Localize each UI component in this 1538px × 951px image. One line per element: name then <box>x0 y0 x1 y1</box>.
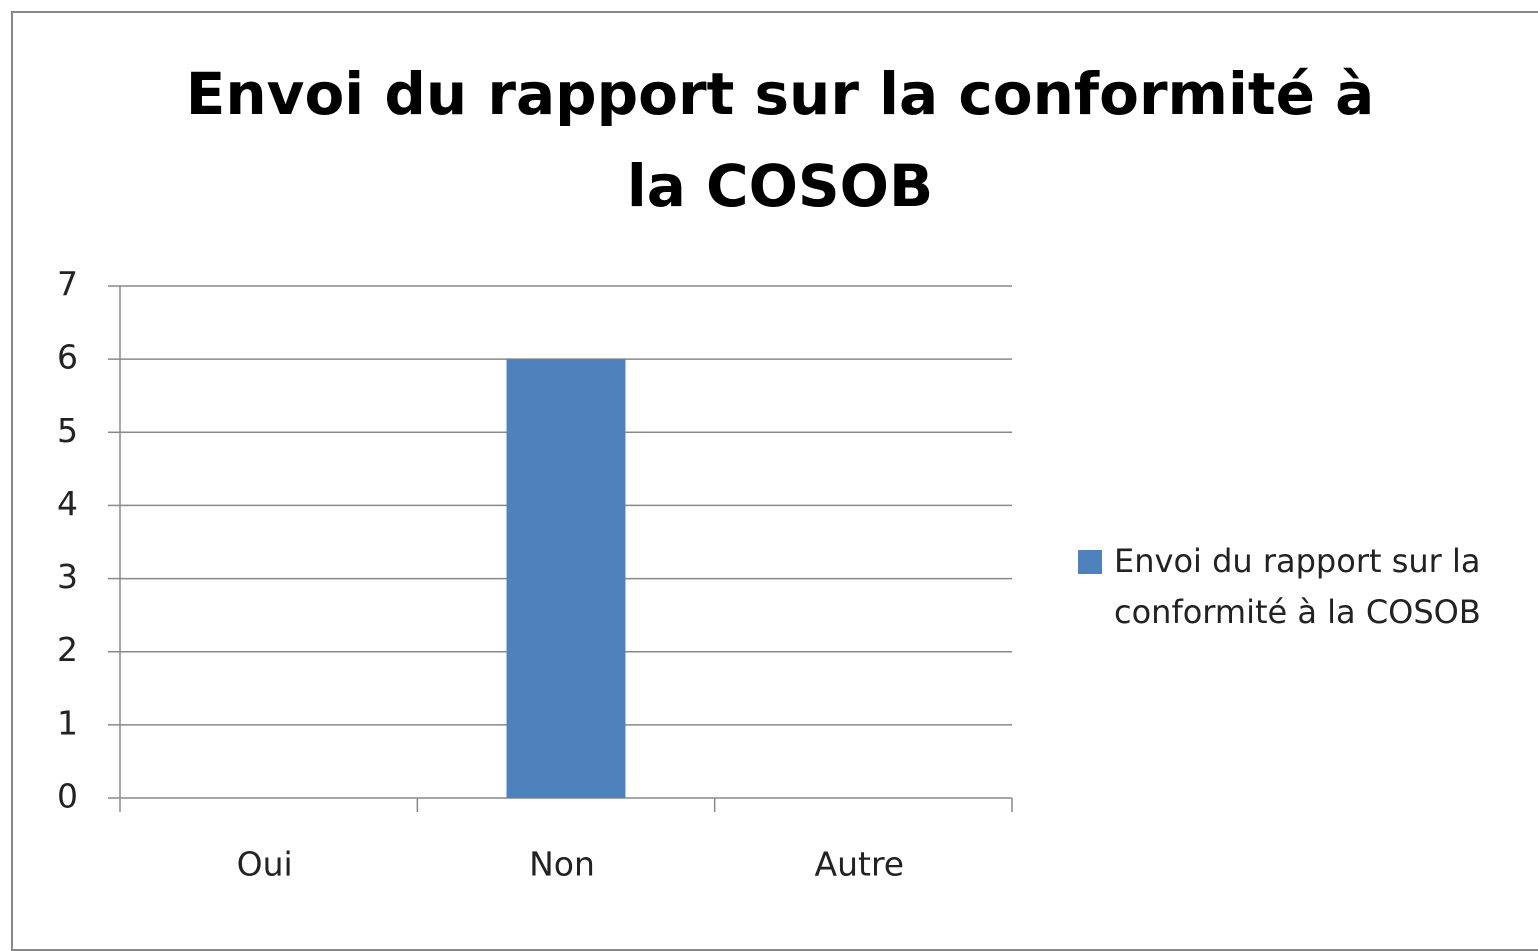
y-tick-label: 1 <box>57 703 78 742</box>
x-tick-label: Non <box>529 845 595 884</box>
y-tick-label: 2 <box>57 630 78 669</box>
legend-swatch <box>1078 550 1102 574</box>
chart-title: Envoi du rapport sur la conformité à la … <box>185 60 1375 220</box>
y-tick-label: 6 <box>57 338 78 377</box>
y-tick-label: 0 <box>57 777 78 816</box>
y-tick-label: 7 <box>57 265 78 304</box>
y-tick-label: 5 <box>57 411 78 450</box>
bar <box>506 359 626 798</box>
x-tick-label: Autre <box>815 845 905 884</box>
y-tick-label: 3 <box>57 557 78 596</box>
y-tick-label: 4 <box>57 484 78 523</box>
x-tick-label: Oui <box>237 845 293 884</box>
legend-label: Envoi du rapport sur la conformité à la … <box>1114 542 1481 631</box>
